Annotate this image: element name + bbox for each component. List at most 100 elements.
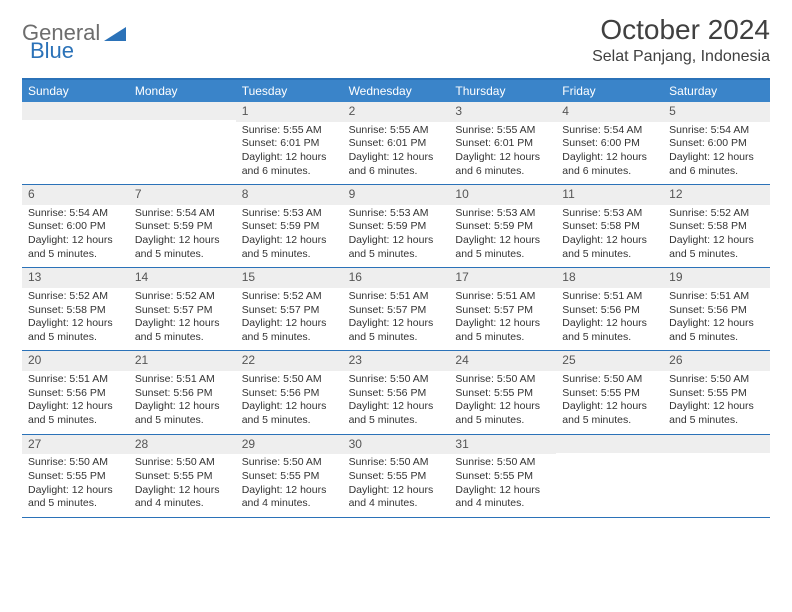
day-number: 20 — [22, 351, 129, 371]
sunset-text: Sunset: 5:57 PM — [455, 304, 550, 318]
daylight-text: Daylight: 12 hours and 4 minutes. — [455, 484, 550, 511]
daylight-text: Daylight: 12 hours and 5 minutes. — [135, 234, 230, 261]
sunset-text: Sunset: 5:56 PM — [349, 387, 444, 401]
calendar-cell: 10Sunrise: 5:53 AMSunset: 5:59 PMDayligh… — [449, 185, 556, 267]
day-number: 13 — [22, 268, 129, 288]
calendar-week: 13Sunrise: 5:52 AMSunset: 5:58 PMDayligh… — [22, 268, 770, 351]
sunset-text: Sunset: 5:56 PM — [242, 387, 337, 401]
calendar-cell: 7Sunrise: 5:54 AMSunset: 5:59 PMDaylight… — [129, 185, 236, 267]
sunrise-text: Sunrise: 5:51 AM — [455, 290, 550, 304]
day-number: 15 — [236, 268, 343, 288]
day-number — [22, 102, 129, 120]
day-details: Sunrise: 5:55 AMSunset: 6:01 PMDaylight:… — [343, 122, 450, 185]
sunset-text: Sunset: 5:56 PM — [669, 304, 764, 318]
title-block: October 2024 Selat Panjang, Indonesia — [592, 14, 770, 66]
daylight-text: Daylight: 12 hours and 5 minutes. — [669, 317, 764, 344]
daylight-text: Daylight: 12 hours and 5 minutes. — [669, 234, 764, 261]
sunrise-text: Sunrise: 5:52 AM — [242, 290, 337, 304]
sunset-text: Sunset: 5:57 PM — [135, 304, 230, 318]
daylight-text: Daylight: 12 hours and 4 minutes. — [349, 484, 444, 511]
sunset-text: Sunset: 5:55 PM — [28, 470, 123, 484]
day-details: Sunrise: 5:52 AMSunset: 5:58 PMDaylight:… — [663, 205, 770, 268]
day-header-thu: Thursday — [449, 80, 556, 102]
day-number: 25 — [556, 351, 663, 371]
sunset-text: Sunset: 5:57 PM — [242, 304, 337, 318]
sunset-text: Sunset: 6:00 PM — [28, 220, 123, 234]
day-number: 14 — [129, 268, 236, 288]
calendar-cell: 11Sunrise: 5:53 AMSunset: 5:58 PMDayligh… — [556, 185, 663, 267]
calendar-cell: 18Sunrise: 5:51 AMSunset: 5:56 PMDayligh… — [556, 268, 663, 350]
sunrise-text: Sunrise: 5:54 AM — [135, 207, 230, 221]
calendar-week: 1Sunrise: 5:55 AMSunset: 6:01 PMDaylight… — [22, 102, 770, 185]
sunrise-text: Sunrise: 5:50 AM — [669, 373, 764, 387]
calendar-cell: 30Sunrise: 5:50 AMSunset: 5:55 PMDayligh… — [343, 435, 450, 517]
sunset-text: Sunset: 5:57 PM — [349, 304, 444, 318]
day-header-sat: Saturday — [663, 80, 770, 102]
sunrise-text: Sunrise: 5:50 AM — [455, 373, 550, 387]
page-header: General October 2024 Selat Panjang, Indo… — [22, 14, 770, 66]
sunrise-text: Sunrise: 5:54 AM — [669, 124, 764, 138]
calendar-cell: 27Sunrise: 5:50 AMSunset: 5:55 PMDayligh… — [22, 435, 129, 517]
sunset-text: Sunset: 5:59 PM — [135, 220, 230, 234]
day-details: Sunrise: 5:52 AMSunset: 5:57 PMDaylight:… — [236, 288, 343, 351]
day-number: 12 — [663, 185, 770, 205]
calendar-cell: 20Sunrise: 5:51 AMSunset: 5:56 PMDayligh… — [22, 351, 129, 433]
day-number: 6 — [22, 185, 129, 205]
daylight-text: Daylight: 12 hours and 6 minutes. — [562, 151, 657, 178]
day-number: 3 — [449, 102, 556, 122]
day-header-sun: Sunday — [22, 80, 129, 102]
day-details: Sunrise: 5:54 AMSunset: 6:00 PMDaylight:… — [556, 122, 663, 185]
daylight-text: Daylight: 12 hours and 5 minutes. — [562, 317, 657, 344]
daylight-text: Daylight: 12 hours and 5 minutes. — [349, 400, 444, 427]
day-number: 21 — [129, 351, 236, 371]
day-details: Sunrise: 5:53 AMSunset: 5:58 PMDaylight:… — [556, 205, 663, 268]
calendar-cell: 8Sunrise: 5:53 AMSunset: 5:59 PMDaylight… — [236, 185, 343, 267]
day-number: 9 — [343, 185, 450, 205]
calendar-cell: 14Sunrise: 5:52 AMSunset: 5:57 PMDayligh… — [129, 268, 236, 350]
daylight-text: Daylight: 12 hours and 5 minutes. — [455, 400, 550, 427]
calendar-day-header: Sunday Monday Tuesday Wednesday Thursday… — [22, 80, 770, 102]
sunrise-text: Sunrise: 5:53 AM — [562, 207, 657, 221]
sunrise-text: Sunrise: 5:50 AM — [455, 456, 550, 470]
calendar-cell — [22, 102, 129, 184]
daylight-text: Daylight: 12 hours and 5 minutes. — [28, 400, 123, 427]
day-header-mon: Monday — [129, 80, 236, 102]
day-number: 2 — [343, 102, 450, 122]
sunrise-text: Sunrise: 5:50 AM — [135, 456, 230, 470]
calendar-cell: 5Sunrise: 5:54 AMSunset: 6:00 PMDaylight… — [663, 102, 770, 184]
day-details: Sunrise: 5:51 AMSunset: 5:57 PMDaylight:… — [449, 288, 556, 351]
sunrise-text: Sunrise: 5:52 AM — [28, 290, 123, 304]
day-number: 24 — [449, 351, 556, 371]
daylight-text: Daylight: 12 hours and 4 minutes. — [135, 484, 230, 511]
day-details: Sunrise: 5:52 AMSunset: 5:58 PMDaylight:… — [22, 288, 129, 351]
day-details: Sunrise: 5:54 AMSunset: 6:00 PMDaylight:… — [22, 205, 129, 268]
day-details: Sunrise: 5:52 AMSunset: 5:57 PMDaylight:… — [129, 288, 236, 351]
calendar-cell — [129, 102, 236, 184]
calendar-cell: 22Sunrise: 5:50 AMSunset: 5:56 PMDayligh… — [236, 351, 343, 433]
daylight-text: Daylight: 12 hours and 5 minutes. — [455, 317, 550, 344]
calendar-cell: 15Sunrise: 5:52 AMSunset: 5:57 PMDayligh… — [236, 268, 343, 350]
calendar-cell: 2Sunrise: 5:55 AMSunset: 6:01 PMDaylight… — [343, 102, 450, 184]
sunset-text: Sunset: 5:55 PM — [135, 470, 230, 484]
daylight-text: Daylight: 12 hours and 5 minutes. — [242, 400, 337, 427]
day-number: 10 — [449, 185, 556, 205]
sunset-text: Sunset: 5:55 PM — [455, 470, 550, 484]
calendar-cell — [663, 435, 770, 517]
sunset-text: Sunset: 6:01 PM — [242, 137, 337, 151]
day-details: Sunrise: 5:50 AMSunset: 5:55 PMDaylight:… — [449, 371, 556, 434]
daylight-text: Daylight: 12 hours and 5 minutes. — [562, 400, 657, 427]
day-number: 29 — [236, 435, 343, 455]
day-details: Sunrise: 5:50 AMSunset: 5:56 PMDaylight:… — [236, 371, 343, 434]
sunset-text: Sunset: 6:01 PM — [455, 137, 550, 151]
sunset-text: Sunset: 6:00 PM — [669, 137, 764, 151]
month-title: October 2024 — [592, 14, 770, 46]
calendar-cell: 31Sunrise: 5:50 AMSunset: 5:55 PMDayligh… — [449, 435, 556, 517]
sunrise-text: Sunrise: 5:50 AM — [562, 373, 657, 387]
sunset-text: Sunset: 6:00 PM — [562, 137, 657, 151]
day-details: Sunrise: 5:54 AMSunset: 5:59 PMDaylight:… — [129, 205, 236, 268]
sunset-text: Sunset: 5:55 PM — [242, 470, 337, 484]
day-details: Sunrise: 5:55 AMSunset: 6:01 PMDaylight:… — [236, 122, 343, 185]
sunset-text: Sunset: 5:55 PM — [669, 387, 764, 401]
calendar-cell: 13Sunrise: 5:52 AMSunset: 5:58 PMDayligh… — [22, 268, 129, 350]
day-number: 16 — [343, 268, 450, 288]
